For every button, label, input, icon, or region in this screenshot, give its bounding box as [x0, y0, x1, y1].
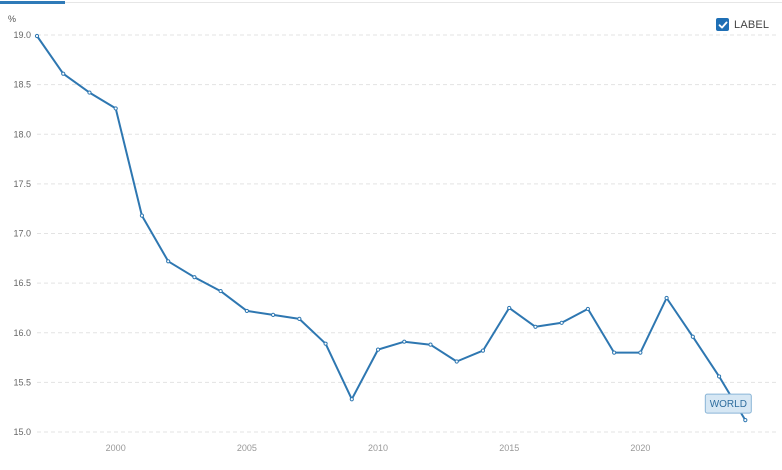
data-point[interactable] — [533, 324, 538, 329]
y-tick-label: 19.0 — [13, 30, 31, 40]
legend-toggle[interactable]: LABEL — [716, 18, 769, 31]
data-point[interactable] — [375, 347, 381, 352]
data-point[interactable] — [166, 259, 171, 264]
data-point[interactable] — [664, 295, 669, 301]
x-axis-ticks: 2000 2005 2010 2015 2020 — [106, 443, 651, 453]
legend-label: LABEL — [734, 18, 770, 31]
grid — [37, 34, 776, 433]
series-world[interactable] — [34, 33, 748, 423]
check-icon — [718, 21, 727, 28]
y-tick-label: 17.0 — [13, 229, 31, 239]
data-point[interactable] — [139, 213, 145, 218]
series-name-tag — [704, 393, 752, 414]
data-point[interactable] — [297, 316, 302, 321]
data-point[interactable] — [585, 306, 591, 312]
data-point[interactable] — [218, 288, 223, 294]
data-point[interactable] — [612, 350, 617, 355]
x-tick-label: 2015 — [499, 443, 519, 453]
y-tick-label: 16.0 — [13, 328, 31, 338]
data-point[interactable] — [638, 350, 643, 355]
data-point[interactable] — [323, 341, 328, 346]
data-point[interactable] — [113, 106, 118, 111]
series-end-label: WORLD — [704, 393, 752, 414]
data-point[interactable] — [271, 312, 276, 317]
y-axis-ticks: 15.0 15.5 16.0 16.5 17.0 17.5 18.0 18.5 19.0 — [13, 30, 31, 437]
legend-checkbox[interactable] — [716, 18, 729, 31]
data-point[interactable] — [192, 275, 197, 280]
y-tick-label: 15.5 — [13, 377, 31, 387]
x-tick-label: 2010 — [368, 443, 388, 453]
data-point[interactable] — [454, 359, 459, 364]
data-point[interactable] — [34, 33, 40, 39]
data-point[interactable] — [402, 339, 407, 344]
y-tick-label: 18.5 — [13, 80, 31, 90]
x-tick-label: 2020 — [630, 443, 650, 453]
data-point[interactable] — [428, 342, 433, 347]
series-name-label: WORLD — [710, 399, 747, 410]
y-axis-unit: % — [8, 14, 16, 24]
data-point[interactable] — [349, 397, 354, 402]
data-point[interactable] — [480, 348, 486, 353]
x-tick-label: 2000 — [106, 443, 126, 453]
series-line[interactable] — [36, 35, 747, 421]
active-tab-indicator[interactable] — [0, 1, 65, 4]
x-tick-label: 2005 — [237, 443, 257, 453]
data-point[interactable] — [690, 334, 695, 339]
header-divider — [0, 2, 782, 3]
data-point[interactable] — [507, 305, 512, 311]
y-tick-label: 15.0 — [13, 427, 31, 437]
y-tick-label: 18.0 — [13, 129, 31, 139]
y-tick-label: 17.5 — [13, 179, 31, 189]
data-point[interactable] — [61, 71, 66, 76]
data-point[interactable] — [244, 308, 249, 314]
data-point[interactable] — [716, 374, 722, 379]
y-tick-label: 16.5 — [13, 278, 31, 288]
data-point[interactable] — [559, 320, 564, 325]
data-point[interactable] — [743, 417, 748, 423]
data-point[interactable] — [87, 90, 92, 95]
